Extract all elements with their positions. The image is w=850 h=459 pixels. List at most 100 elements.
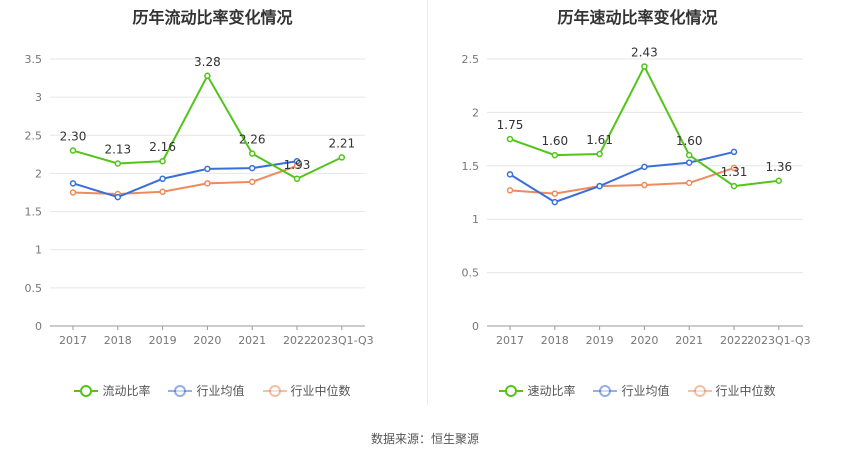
data-point[interactable] (114, 160, 122, 167)
data-point[interactable] (641, 163, 648, 171)
data-label: 1.60 (676, 134, 703, 148)
data-point[interactable] (551, 190, 559, 197)
series-line-2 (509, 166, 735, 195)
data-point[interactable] (69, 189, 77, 196)
x-tick-label: 2023Q1-Q3 (747, 334, 811, 347)
panel-divider (427, 0, 428, 405)
y-tick-label: 1.5 (462, 160, 480, 173)
data-point[interactable] (338, 154, 346, 161)
data-point[interactable] (69, 180, 77, 187)
chart-title: 历年流动比率变化情况 (132, 8, 293, 27)
legend-item[interactable]: 行业均值 (168, 382, 245, 399)
data-point[interactable] (685, 151, 693, 159)
data-point[interactable] (159, 188, 166, 195)
y-tick-label: 0 (472, 320, 479, 333)
data-point[interactable] (730, 164, 738, 172)
data-label: 1.93 (284, 158, 311, 172)
data-label: 2.16 (149, 140, 176, 154)
data-point[interactable] (204, 72, 211, 80)
data-point[interactable] (204, 180, 211, 187)
data-point[interactable] (596, 182, 603, 190)
legend-label: 行业中位数 (290, 384, 351, 398)
data-label: 2.13 (104, 143, 131, 157)
data-point[interactable] (69, 147, 77, 154)
chart-title: 历年速动比率变化情况 (557, 8, 718, 27)
current-ratio-plot: 0 0.5 1 1.5 2 2.5 3 3.5 2017 2018 2019 2020 2021 2022… (25, 53, 374, 347)
data-point[interactable] (293, 175, 301, 183)
data-label: 1.75 (497, 118, 524, 132)
legend-marker-icon (499, 384, 524, 397)
data-point[interactable] (685, 159, 693, 166)
x-tick-label: 2018 (104, 334, 132, 347)
data-point[interactable] (248, 150, 256, 157)
y-tick-label: 1 (35, 244, 42, 257)
legend-label: 行业均值 (196, 384, 245, 398)
legend-marker-icon (74, 384, 99, 397)
data-point[interactable] (159, 157, 166, 165)
legend-marker-icon (593, 384, 618, 397)
data-label: 2.30 (60, 130, 87, 144)
legend: 速动比率 行业均值 行业中位数 (425, 382, 850, 399)
data-source-note: 数据来源：恒生聚源 (370, 432, 479, 446)
data-label: 2.43 (631, 45, 658, 59)
legend-item[interactable]: 行业中位数 (687, 382, 776, 399)
x-tick-label: 2019 (149, 334, 177, 347)
data-point[interactable] (506, 135, 514, 143)
data-label: 1.61 (586, 133, 613, 147)
data-point[interactable] (551, 151, 559, 159)
data-point[interactable] (159, 175, 166, 183)
series-line-1 (72, 160, 298, 199)
x-tick-label: 2019 (586, 334, 614, 347)
x-tick-label: 2020 (193, 334, 221, 347)
x-tick-label: 2017 (496, 334, 524, 347)
data-point[interactable] (596, 150, 603, 158)
x-tick-label: 2023Q1-Q3 (310, 334, 374, 347)
legend-label: 速动比率 (527, 384, 576, 398)
quick-ratio-plot: 0 0.5 1 1.5 2 2.5 2017 2018 2019 2020 2021 20222023… (462, 45, 811, 347)
legend-item[interactable]: 流动比率 (74, 382, 150, 399)
quick-ratio-chart: 历年速动比率变化情况 0 0.5 1 1.5 2 2.5 2017 2018 2019 2020 2… (425, 0, 850, 420)
legend: 流动比率 行业均值 行业中位数 (0, 382, 425, 399)
y-tick-label: 3 (35, 91, 42, 104)
y-tick-label: 2 (472, 106, 479, 119)
y-tick-label: 0.5 (462, 267, 480, 280)
data-point[interactable] (114, 193, 122, 201)
data-point[interactable] (641, 63, 648, 70)
data-label: 1.31 (721, 165, 748, 179)
y-tick-label: 0.5 (25, 282, 43, 295)
data-point[interactable] (293, 157, 301, 165)
x-tick-label: 2020 (630, 334, 658, 347)
legend-marker-icon (168, 384, 193, 397)
data-label: 1.60 (541, 134, 568, 148)
x-tick-label: 2021 (675, 334, 703, 347)
y-tick-label: 2 (35, 167, 42, 180)
data-point[interactable] (248, 178, 256, 186)
x-tick-label: 2018 (541, 334, 569, 347)
x-tick-label: 2022 (283, 334, 311, 347)
data-point[interactable] (551, 198, 559, 206)
y-tick-label: 2.5 (462, 53, 480, 66)
x-tick-label: 2021 (238, 334, 266, 347)
legend-marker-icon (687, 384, 712, 397)
series-line-2 (72, 164, 298, 196)
data-point[interactable] (775, 177, 783, 185)
data-point[interactable] (506, 187, 514, 194)
y-tick-label: 2.5 (25, 129, 43, 142)
y-tick-label: 0 (35, 320, 42, 333)
data-point[interactable] (248, 164, 256, 172)
legend-item[interactable]: 行业均值 (593, 382, 670, 399)
legend-item[interactable]: 速动比率 (499, 382, 575, 399)
data-label: 2.26 (239, 133, 266, 147)
data-point[interactable] (204, 165, 211, 173)
y-tick-label: 1.5 (25, 206, 43, 219)
legend-item[interactable]: 行业中位数 (262, 382, 351, 399)
x-tick-label: 2017 (59, 334, 87, 347)
data-label: 3.28 (194, 55, 221, 69)
legend-label: 流动比率 (102, 384, 151, 398)
data-point[interactable] (685, 179, 693, 187)
data-point[interactable] (641, 181, 648, 189)
data-point[interactable] (506, 171, 514, 178)
data-label: 1.36 (765, 160, 792, 174)
data-point[interactable] (730, 148, 738, 156)
data-point[interactable] (730, 182, 738, 190)
